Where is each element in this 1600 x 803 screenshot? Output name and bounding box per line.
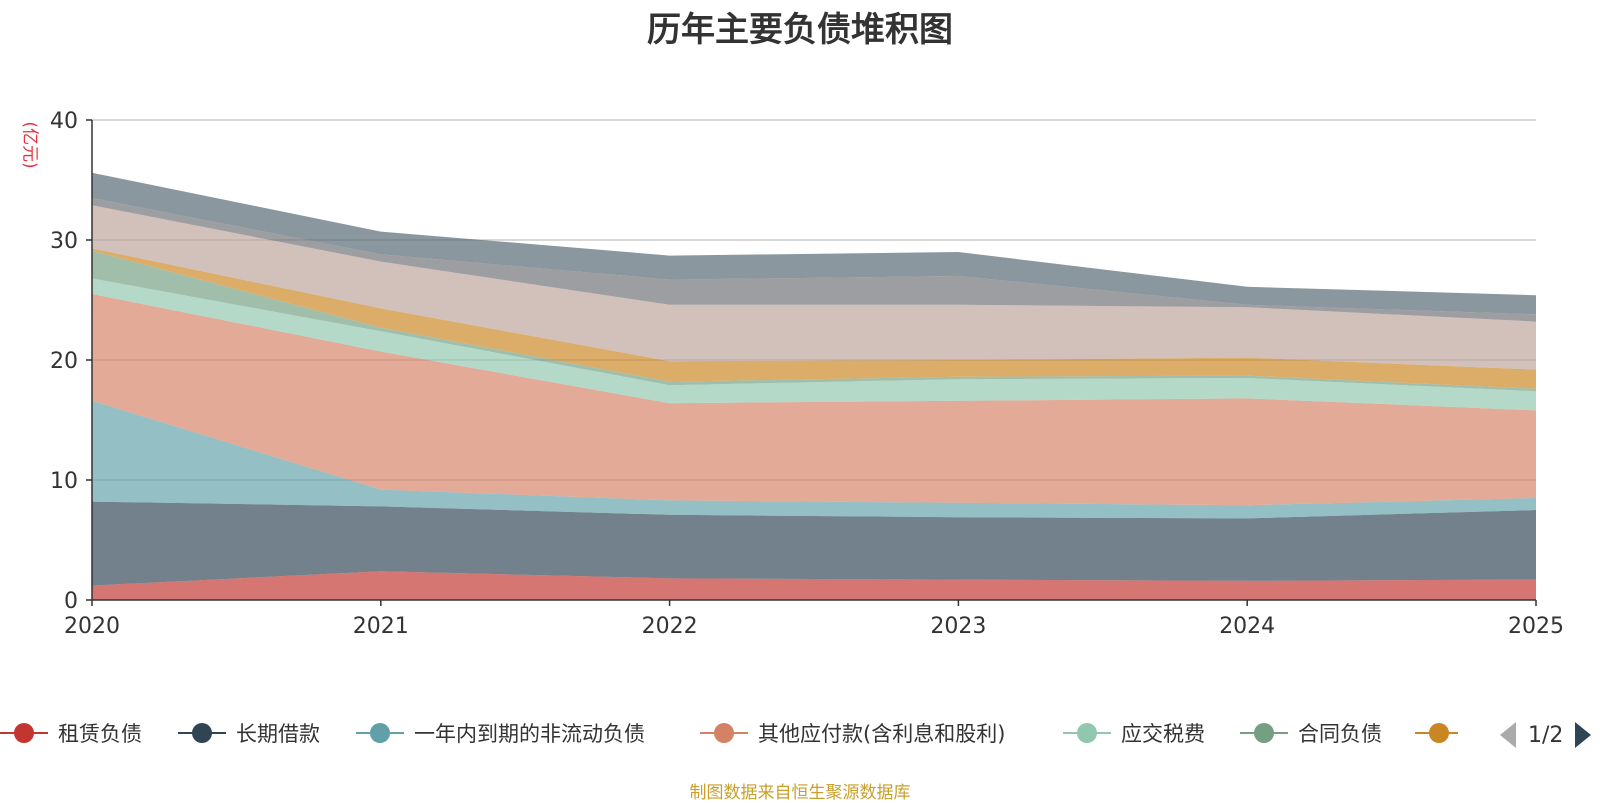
area-series-7 [92,248,1536,389]
legend-marker-icon [0,723,48,743]
y-tick-label: 30 [50,229,78,254]
area-series-4 [92,294,1536,506]
legend-item[interactable]: 预收款项 [1415,713,1458,753]
legend-marker-icon [700,723,748,743]
area-series-1 [92,571,1536,600]
area-series [92,172,1536,600]
legend-label: 租赁负债 [58,722,142,746]
stacked-area-chart: 0 10 20 30 40 2020 2021 2022 2023 2024 2025 [50,109,1564,639]
legend-marker-icon [1415,723,1458,743]
legend-item[interactable]: 长期借款 [178,713,320,753]
legend-marker-icon [1063,723,1111,743]
legend-items: 租赁负债 长期借款 一年内到期的非流动负债 其他应付款(含利息和股利) 应交税费 合同负债… [0,713,1458,753]
area-series-8 [92,205,1536,370]
y-tick-label: 40 [50,109,78,134]
legend-label: 应交税费 [1121,722,1205,746]
area-series-3 [92,400,1536,519]
legend-label: 其他应付款(含利息和股利) [758,722,1006,746]
legend-label: 长期借款 [236,722,320,746]
legend-label: 合同负债 [1298,722,1382,746]
x-tick-label: 2025 [1508,614,1564,639]
legend-item[interactable]: 应交税费 [1063,713,1205,753]
legend-page-indicator: 1/2 [1528,722,1564,748]
y-tick-label: 20 [50,349,78,374]
area-series-5 [92,278,1536,411]
legend-item[interactable]: 合同负债 [1240,713,1382,753]
x-tick-label: 2022 [642,614,698,639]
chart-title: 历年主要负债堆积图 [647,10,953,50]
legend-item[interactable]: 一年内到期的非流动负债 [356,713,645,753]
legend-marker-icon [356,723,404,743]
area-series-2 [92,501,1536,586]
y-tick-label: 0 [64,589,78,614]
legend: 租赁负债 长期借款 一年内到期的非流动负债 其他应付款(含利息和股利) 应交税费 合同负债… [0,713,1600,753]
x-tick-label: 2024 [1219,614,1275,639]
legend-item[interactable]: 其他应付款(含利息和股利) [700,713,1005,753]
triangle-left-icon[interactable] [1498,720,1518,750]
x-tick-label: 2020 [64,614,120,639]
triangle-right-icon[interactable] [1573,720,1593,750]
legend-pager: 1/2 [1498,718,1593,752]
legend-item[interactable]: 租赁负债 [0,713,142,753]
area-series-10 [92,172,1536,315]
legend-label: 一年内到期的非流动负债 [414,722,645,746]
x-tick-label: 2023 [930,614,986,639]
legend-marker-icon [178,723,226,743]
x-tick-label: 2021 [353,614,409,639]
legend-marker-icon [1240,723,1288,743]
y-tick-label: 10 [50,469,78,494]
source-note: 制图数据来自恒生聚源数据库 [689,783,911,803]
axes: 0 10 20 30 40 2020 2021 2022 2023 2024 2025 [50,109,1564,639]
area-series-9 [92,198,1536,322]
